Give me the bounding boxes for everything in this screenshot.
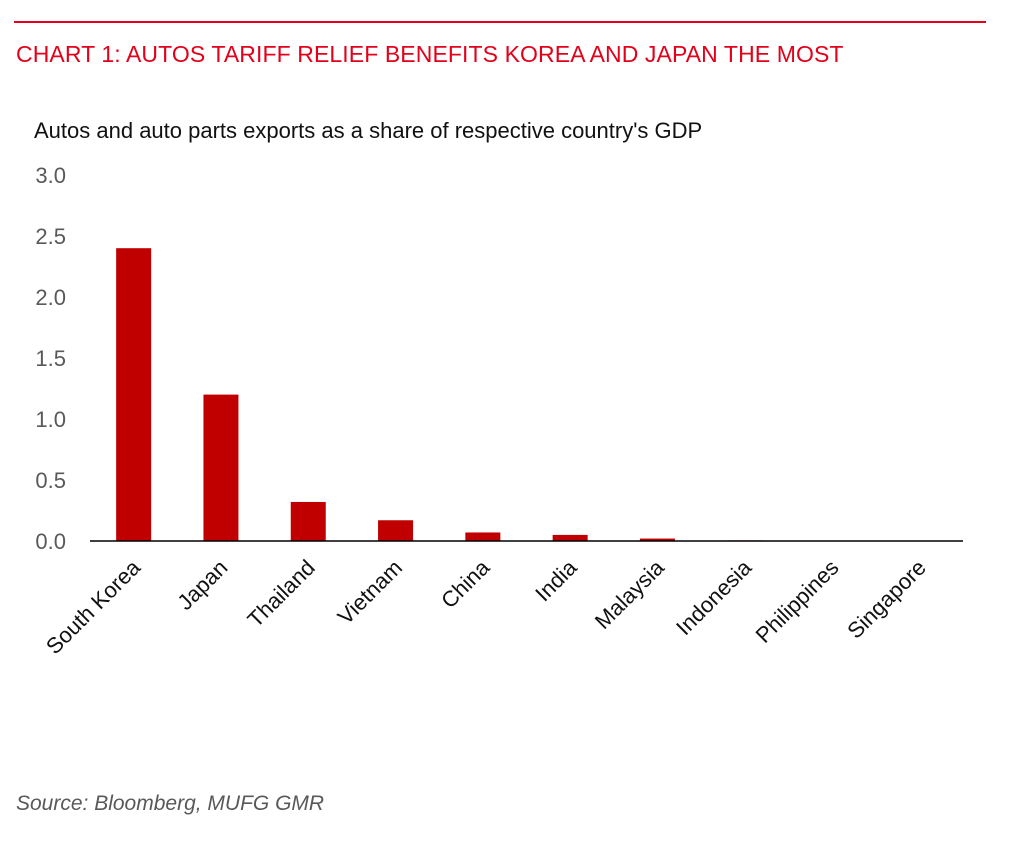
y-tick-label: 3.0 — [35, 163, 66, 188]
x-tick-label: India — [530, 554, 582, 606]
y-tick-label: 2.5 — [35, 224, 66, 249]
x-tick-label: Malaysia — [590, 554, 670, 634]
x-tick-label: Vietnam — [333, 555, 407, 629]
x-tick-label: Indonesia — [671, 554, 757, 640]
x-tick-label: Thailand — [242, 555, 319, 632]
x-tick-label: South Korea — [41, 554, 146, 659]
bar-vietnam — [378, 520, 414, 541]
y-tick-label: 0.0 — [35, 529, 66, 554]
x-tick-label: Singapore — [842, 555, 931, 644]
bar-japan — [203, 394, 239, 541]
y-tick-label: 2.0 — [35, 285, 66, 310]
y-tick-label: 0.5 — [35, 468, 66, 493]
chart-subtitle: Autos and auto parts exports as a share … — [34, 118, 703, 143]
bar-malaysia — [639, 538, 675, 541]
x-tick-label: Japan — [172, 555, 232, 615]
x-tick-label: Philippines — [751, 555, 844, 648]
bar-thailand — [290, 501, 326, 541]
chart-title: CHART 1: AUTOS TARIFF RELIEF BENEFITS KO… — [16, 41, 844, 67]
x-tick-label: China — [436, 554, 495, 613]
bar-south-korea — [116, 248, 152, 541]
y-tick-label: 1.5 — [35, 346, 66, 371]
top-rule — [14, 21, 986, 23]
bar-china — [465, 532, 501, 541]
bar-india — [552, 534, 588, 541]
source-note: Source: Bloomberg, MUFG GMR — [16, 792, 325, 815]
y-tick-label: 1.0 — [35, 407, 66, 432]
